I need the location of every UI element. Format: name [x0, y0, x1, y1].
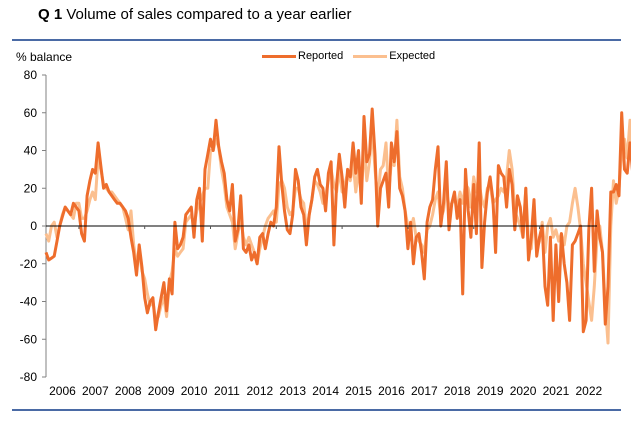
top-rule — [12, 39, 621, 41]
chart-title-text: Volume of sales compared to a year earli… — [66, 6, 352, 23]
x-tick-label: 2012 — [246, 384, 273, 398]
x-tick-label: 2011 — [214, 384, 240, 398]
y-tick-label: -20 — [20, 257, 38, 271]
x-tick-label: 2016 — [378, 384, 405, 398]
legend-item-reported: Reported — [262, 50, 343, 62]
legend-swatch-reported — [262, 54, 296, 58]
y-tick-label: 60 — [24, 106, 38, 120]
x-tick-label: 2015 — [345, 384, 372, 398]
y-tick-label: 40 — [24, 144, 38, 158]
x-tick-label: 2007 — [82, 384, 109, 398]
y-tick-label: -40 — [20, 295, 38, 309]
x-tick-label: 2018 — [444, 384, 471, 398]
y-tick-label: 20 — [24, 181, 38, 195]
y-tick-label: 80 — [24, 68, 38, 82]
legend-swatch-expected — [353, 54, 388, 58]
legend-label-reported: Reported — [298, 50, 344, 62]
x-tick-label: 2019 — [477, 384, 504, 398]
y-tick-label: -80 — [20, 370, 38, 384]
series-line-reported — [44, 107, 631, 334]
legend: Reported Expected — [262, 50, 445, 62]
x-tick-label: 2014 — [312, 384, 339, 398]
legend-label-expected: Expected — [389, 50, 436, 62]
x-tick-label: 2022 — [575, 384, 602, 398]
bottom-rule — [12, 409, 621, 411]
x-tick-label: 2010 — [181, 384, 208, 398]
y-tick-label: -60 — [20, 332, 38, 346]
x-tick-label: 2006 — [49, 384, 76, 398]
x-tick-label: 2009 — [148, 384, 175, 398]
x-tick-label: 2021 — [543, 384, 570, 398]
chart-title: Q 1 Volume of sales compared to a year e… — [38, 6, 352, 23]
x-tick-label: 2008 — [115, 384, 142, 398]
x-tick-label: 2013 — [279, 384, 306, 398]
y-tick-label: 0 — [30, 219, 37, 233]
y-axis-label: % balance — [16, 50, 73, 64]
legend-item-expected: Expected — [353, 50, 435, 62]
chart-number: Q 1 — [38, 6, 63, 23]
x-tick-label: 2017 — [411, 384, 438, 398]
x-tick-label: 2020 — [510, 384, 537, 398]
